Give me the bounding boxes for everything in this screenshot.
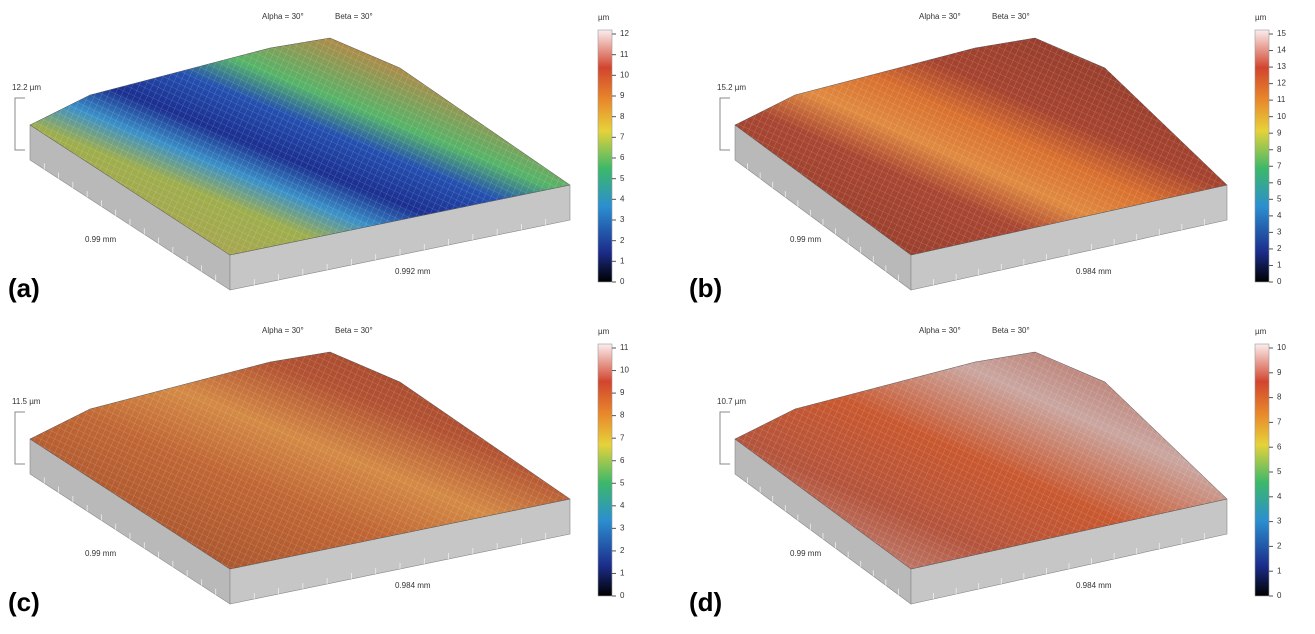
colorbar-tick-label: 2 — [620, 546, 625, 555]
colorbar — [597, 343, 613, 597]
surface-mesh — [30, 352, 570, 569]
alpha-label: Alpha = 30° — [919, 326, 961, 335]
colorbar-tick-label: 3 — [1277, 517, 1282, 526]
colorbar-tick-label: 12 — [1277, 79, 1286, 88]
beta-label: Beta = 30° — [992, 326, 1030, 335]
z-scale — [14, 411, 25, 465]
colorbar-tick-label: 0 — [620, 591, 625, 600]
colorbar — [1254, 29, 1270, 283]
colorbar-tick-label: 1 — [1277, 261, 1282, 270]
alpha-label: Alpha = 30° — [262, 326, 304, 335]
colorbar-tick-label: 3 — [1277, 228, 1282, 237]
colorbar-tick-label: 5 — [620, 478, 625, 487]
y-label: 0.992 mm — [395, 267, 431, 276]
colorbar-tick-label: 0 — [1277, 277, 1282, 286]
panel-label: (b) — [689, 273, 722, 303]
panel: Alpha = 30° Beta = 30° 11.5 µm 0.99 mm 0.984… — [8, 326, 629, 617]
colorbar-tick-label: 10 — [1277, 343, 1286, 352]
colorbar-tick-label: 8 — [620, 411, 625, 420]
z-label: 10.7 µm — [717, 397, 746, 406]
colorbar-tick-label: 10 — [1277, 112, 1286, 121]
colorbar-tick-label: 6 — [1277, 178, 1282, 187]
colorbar-tick-label: 7 — [1277, 418, 1282, 427]
panel: Alpha = 30° Beta = 30° 15.2 µm 0.99 mm 0.984… — [689, 12, 1286, 303]
colorbar-tick-label: 7 — [620, 132, 625, 141]
alpha-label: Alpha = 30° — [919, 12, 961, 21]
panel-label: (c) — [8, 587, 40, 617]
colorbar-tick-label: 1 — [620, 569, 625, 578]
surface-mesh — [735, 38, 1227, 255]
colorbar-tick-label: 14 — [1277, 46, 1286, 55]
colorbar-tick-label: 8 — [1277, 145, 1282, 154]
beta-label: Beta = 30° — [335, 12, 373, 21]
colorbar-tick-label: 13 — [1277, 62, 1286, 71]
colorbar-unit: µm — [598, 13, 610, 22]
colorbar-tick-label: 4 — [1277, 492, 1282, 501]
colorbar-tick-label: 5 — [1277, 194, 1282, 203]
panel: Alpha = 30° Beta = 30° 12.2 µm 0.99 mm 0.992… — [8, 12, 629, 303]
colorbar-tick-label: 9 — [1277, 368, 1282, 377]
colorbar-tick-label: 8 — [1277, 393, 1282, 402]
surface-mesh — [30, 38, 570, 255]
colorbar-unit: µm — [1255, 327, 1267, 336]
beta-label: Beta = 30° — [992, 12, 1030, 21]
colorbar-tick-label: 8 — [620, 112, 625, 121]
y-label: 0.984 mm — [1076, 267, 1112, 276]
z-scale — [719, 97, 730, 151]
y-label: 0.984 mm — [1076, 581, 1112, 590]
colorbar-tick-label: 10 — [620, 366, 629, 375]
colorbar — [1254, 343, 1270, 597]
colorbar-tick-label: 3 — [620, 523, 625, 532]
x-label: 0.99 mm — [85, 235, 116, 244]
colorbar-tick-label: 1 — [620, 256, 625, 265]
surface-mesh — [735, 352, 1227, 569]
colorbar-tick-label: 11 — [620, 343, 629, 352]
colorbar-tick-label: 11 — [1277, 95, 1286, 104]
colorbar-tick-label: 3 — [620, 215, 625, 224]
beta-label: Beta = 30° — [335, 326, 373, 335]
x-label: 0.99 mm — [85, 549, 116, 558]
colorbar-tick-label: 4 — [1277, 211, 1282, 220]
colorbar-tick-label: 2 — [1277, 542, 1282, 551]
colorbar-tick-label: 11 — [620, 50, 629, 59]
colorbar-tick-label: 0 — [620, 277, 625, 286]
panel: Alpha = 30° Beta = 30° 10.7 µm 0.99 mm 0.984… — [689, 326, 1286, 617]
z-label: 11.5 µm — [12, 397, 41, 406]
colorbar — [597, 29, 613, 283]
z-label: 12.2 µm — [12, 83, 41, 92]
colorbar-tick-label: 9 — [620, 91, 625, 100]
colorbar-tick-label: 2 — [1277, 244, 1282, 253]
colorbar-tick-label: 9 — [620, 388, 625, 397]
colorbar-unit: µm — [1255, 13, 1267, 22]
z-label: 15.2 µm — [717, 83, 746, 92]
colorbar-tick-label: 5 — [620, 174, 625, 183]
z-scale — [14, 97, 25, 151]
colorbar-tick-label: 6 — [620, 456, 625, 465]
colorbar-tick-label: 7 — [1277, 161, 1282, 170]
z-scale — [719, 411, 730, 465]
y-label: 0.984 mm — [395, 581, 431, 590]
x-label: 0.99 mm — [790, 549, 821, 558]
colorbar-tick-label: 7 — [620, 433, 625, 442]
colorbar-tick-label: 4 — [620, 501, 625, 510]
colorbar-tick-label: 0 — [1277, 591, 1282, 600]
colorbar-tick-label: 15 — [1277, 29, 1286, 38]
x-label: 0.99 mm — [790, 235, 821, 244]
colorbar-tick-label: 10 — [620, 70, 629, 79]
panel-label: (d) — [689, 587, 722, 617]
colorbar-tick-label: 9 — [1277, 128, 1282, 137]
colorbar-tick-label: 2 — [620, 236, 625, 245]
alpha-label: Alpha = 30° — [262, 12, 304, 21]
colorbar-tick-label: 12 — [620, 29, 629, 38]
colorbar-tick-label: 6 — [620, 153, 625, 162]
colorbar-tick-label: 5 — [1277, 467, 1282, 476]
colorbar-unit: µm — [598, 327, 610, 336]
panel-label: (a) — [8, 273, 40, 303]
colorbar-tick-label: 1 — [1277, 566, 1282, 575]
colorbar-tick-label: 4 — [620, 194, 625, 203]
colorbar-tick-label: 6 — [1277, 442, 1282, 451]
